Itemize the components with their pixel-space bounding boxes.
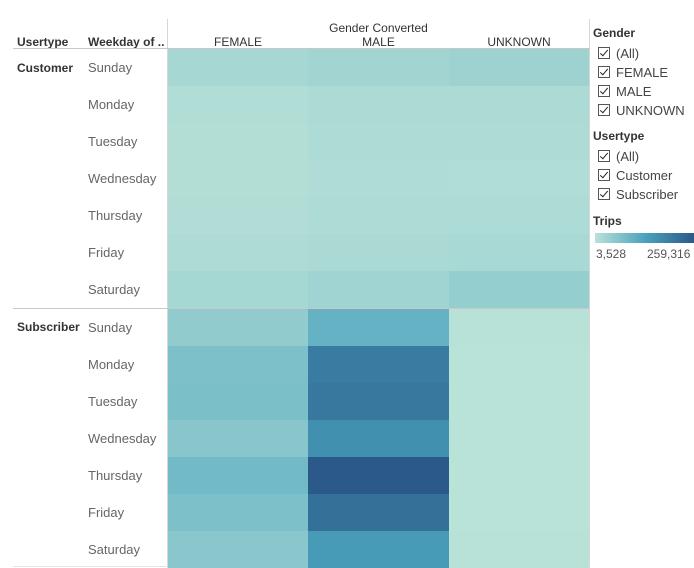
checkbox-checked-icon[interactable]	[598, 150, 610, 162]
checkbox-checked-icon[interactable]	[598, 104, 610, 116]
heatmap-cell-customer-wednesday-male[interactable]	[308, 160, 449, 197]
grid-line-right	[589, 19, 590, 568]
checkbox-checked-icon[interactable]	[598, 85, 610, 97]
gender-filter-unknown-label: UNKNOWN	[616, 102, 685, 118]
gender-legend-title: Gender	[593, 26, 636, 40]
row-label-customer-friday: Friday	[88, 245, 125, 260]
heatmap-cell-customer-thursday-unknown[interactable]	[449, 197, 589, 234]
gender-filter-all[interactable]: (All)	[598, 45, 639, 61]
row-label-customer-wednesday: Wednesday	[88, 171, 157, 186]
heatmap-cell-subscriber-wednesday-male[interactable]	[308, 420, 449, 457]
header-separator	[13, 48, 590, 49]
usertype-filter-all[interactable]: (All)	[598, 148, 639, 164]
heatmap-cell-customer-saturday-female[interactable]	[168, 271, 308, 308]
heatmap-cell-subscriber-friday-unknown[interactable]	[449, 494, 589, 531]
heatmap-cell-customer-friday-female[interactable]	[168, 234, 308, 271]
row-label-subscriber-monday: Monday	[88, 357, 135, 372]
gender-filter-male-label: MALE	[616, 83, 652, 99]
usertype-filter-subscriber[interactable]: Subscriber	[598, 186, 678, 202]
row-label-subscriber-sunday: Sunday	[88, 320, 133, 335]
heatmap-cell-customer-friday-male[interactable]	[308, 234, 449, 271]
heatmap-cell-customer-monday-female[interactable]	[168, 86, 308, 123]
row-label-customer-sunday: Sunday	[88, 60, 133, 75]
trips-scale-max-label: 259,316	[647, 247, 691, 261]
heatmap-cell-subscriber-sunday-unknown[interactable]	[449, 309, 589, 346]
row-label-customer-saturday: Saturday	[88, 282, 141, 297]
heatmap-cell-subscriber-sunday-female[interactable]	[168, 309, 308, 346]
usertype-filter-customer-label: Customer	[616, 167, 673, 183]
row-group-label-customer: Customer	[17, 61, 74, 75]
heatmap-cell-customer-monday-unknown[interactable]	[449, 86, 589, 123]
heatmap-cell-customer-tuesday-male[interactable]	[308, 123, 449, 160]
gender-filter-male[interactable]: MALE	[598, 83, 651, 99]
gender-filter-unknown[interactable]: UNKNOWN	[598, 102, 685, 118]
heatmap-cell-subscriber-thursday-unknown[interactable]	[449, 457, 589, 494]
trips-scale-min-label: 3,528	[596, 247, 627, 261]
usertype-filter-customer[interactable]: Customer	[598, 167, 672, 183]
heatmap-cell-customer-wednesday-unknown[interactable]	[449, 160, 589, 197]
heatmap-cell-customer-monday-male[interactable]	[308, 86, 449, 123]
usertype-filter-subscriber-label: Subscriber	[616, 186, 679, 202]
usertype-filter-all-label: (All)	[616, 148, 640, 164]
heatmap-cell-subscriber-thursday-male[interactable]	[308, 457, 449, 494]
heatmap-cell-customer-thursday-male[interactable]	[308, 197, 449, 234]
heatmap-cell-subscriber-sunday-male[interactable]	[308, 309, 449, 346]
row-label-subscriber-tuesday: Tuesday	[88, 394, 138, 409]
heatmap-cell-customer-saturday-male[interactable]	[308, 271, 449, 308]
column-header-unknown: UNKNOWN	[487, 35, 551, 49]
gender-filter-female-label: FEMALE	[616, 64, 669, 80]
heatmap-cell-subscriber-saturday-female[interactable]	[168, 531, 308, 568]
heatmap-cell-subscriber-wednesday-unknown[interactable]	[449, 420, 589, 457]
gender-filter-all-label: (All)	[616, 45, 640, 61]
heatmap-cell-subscriber-tuesday-male[interactable]	[308, 383, 449, 420]
heatmap-cell-subscriber-saturday-male[interactable]	[308, 531, 449, 568]
heatmap-cell-subscriber-monday-unknown[interactable]	[449, 346, 589, 383]
heatmap-cell-subscriber-thursday-female[interactable]	[168, 457, 308, 494]
checkbox-checked-icon[interactable]	[598, 66, 610, 78]
checkbox-checked-icon[interactable]	[598, 188, 610, 200]
heatmap-cell-customer-saturday-unknown[interactable]	[449, 271, 589, 308]
group-separator	[13, 308, 590, 309]
heatmap-cell-customer-sunday-unknown[interactable]	[449, 49, 589, 86]
heatmap-cell-customer-wednesday-female[interactable]	[168, 160, 308, 197]
row-label-customer-thursday: Thursday	[88, 208, 143, 223]
row-label-subscriber-friday: Friday	[88, 505, 125, 520]
usertype-legend-title: Usertype	[593, 129, 645, 143]
column-group-header: Gender Converted	[329, 21, 428, 35]
heatmap-cell-customer-tuesday-female[interactable]	[168, 123, 308, 160]
heatmap-cell-customer-sunday-male[interactable]	[308, 49, 449, 86]
heatmap-cell-subscriber-tuesday-unknown[interactable]	[449, 383, 589, 420]
checkbox-checked-icon[interactable]	[598, 169, 610, 181]
heatmap-cell-subscriber-monday-male[interactable]	[308, 346, 449, 383]
trips-scale-max-clip: 259,316	[640, 247, 694, 263]
heatmap-cell-subscriber-monday-female[interactable]	[168, 346, 308, 383]
heatmap-cell-subscriber-friday-female[interactable]	[168, 494, 308, 531]
usertype-header: Usertype	[17, 35, 69, 49]
heatmap-cell-subscriber-tuesday-female[interactable]	[168, 383, 308, 420]
weekday-header: Weekday of ..	[88, 35, 165, 49]
row-label-subscriber-saturday: Saturday	[88, 542, 141, 557]
trips-color-scale	[595, 233, 694, 243]
heatmap-cell-subscriber-saturday-unknown[interactable]	[449, 531, 589, 568]
heatmap-cell-customer-friday-unknown[interactable]	[449, 234, 589, 271]
row-label-subscriber-wednesday: Wednesday	[88, 431, 157, 446]
trips-legend-title: Trips	[593, 214, 622, 228]
row-group-label-subscriber: Subscriber	[17, 320, 80, 334]
row-label-customer-monday: Monday	[88, 97, 135, 112]
heatmap-cell-subscriber-wednesday-female[interactable]	[168, 420, 308, 457]
column-header-female: FEMALE	[213, 35, 262, 49]
row-label-subscriber-thursday: Thursday	[88, 468, 143, 483]
heatmap-cell-customer-sunday-female[interactable]	[168, 49, 308, 86]
heatmap-cell-customer-tuesday-unknown[interactable]	[449, 123, 589, 160]
grid-line-left	[167, 19, 168, 568]
gender-filter-female[interactable]: FEMALE	[598, 64, 668, 80]
column-header-male: MALE	[362, 35, 395, 49]
heatmap-cell-customer-thursday-female[interactable]	[168, 197, 308, 234]
heatmap-cell-subscriber-friday-male[interactable]	[308, 494, 449, 531]
checkbox-checked-icon[interactable]	[598, 47, 610, 59]
row-label-customer-tuesday: Tuesday	[88, 134, 138, 149]
